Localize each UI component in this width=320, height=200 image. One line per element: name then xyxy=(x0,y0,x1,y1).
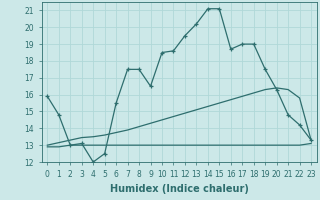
X-axis label: Humidex (Indice chaleur): Humidex (Indice chaleur) xyxy=(110,184,249,194)
